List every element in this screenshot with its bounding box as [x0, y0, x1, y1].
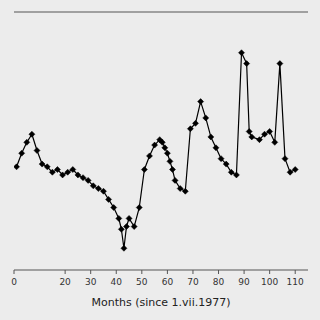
marker [164, 150, 170, 156]
plot-area [14, 50, 298, 252]
marker [262, 131, 268, 137]
marker [244, 61, 250, 67]
marker [121, 245, 127, 251]
marker [131, 224, 137, 230]
marker [182, 188, 188, 194]
x-tick [218, 270, 219, 274]
marker [34, 148, 40, 154]
x-tick [116, 270, 117, 274]
marker [170, 167, 176, 173]
marker [146, 153, 152, 159]
marker [19, 150, 25, 156]
x-tick-label: 0 [11, 277, 17, 287]
marker [123, 224, 129, 230]
marker [256, 137, 262, 143]
chart: 0 20 30 40 50 60 70 80 90 100 110 Months (since 1.v… [0, 0, 320, 320]
marker [167, 158, 173, 164]
x-tick-label: 110 [287, 277, 304, 287]
marker [208, 134, 214, 140]
marker [111, 205, 117, 211]
x-tick-label: 60 [162, 277, 174, 287]
marker [49, 169, 55, 175]
marker [292, 167, 298, 173]
marker [272, 139, 278, 145]
x-tick [167, 270, 168, 274]
x-tick-label: 70 [187, 277, 199, 287]
marker [239, 50, 245, 56]
x-tick-label: 40 [111, 277, 123, 287]
x-tick [244, 270, 245, 274]
x-tick-label: 80 [213, 277, 225, 287]
marker [152, 142, 158, 148]
marker [126, 215, 132, 221]
marker [249, 134, 255, 140]
marker [65, 169, 71, 175]
marker [282, 156, 288, 162]
x-tick-label: 90 [238, 277, 250, 287]
marker [246, 128, 252, 134]
x-tick-label: 100 [261, 277, 278, 287]
background [0, 0, 320, 320]
marker [80, 175, 86, 181]
x-tick [192, 270, 193, 274]
marker [218, 156, 224, 162]
marker [44, 164, 50, 170]
marker [187, 126, 193, 132]
marker [177, 186, 183, 192]
marker [277, 61, 283, 67]
marker [159, 139, 165, 145]
marker [54, 167, 60, 173]
x-tick [90, 270, 91, 274]
marker [118, 226, 124, 232]
marker [193, 120, 199, 126]
marker [223, 161, 229, 167]
marker [100, 188, 106, 194]
marker [287, 169, 293, 175]
x-tick [14, 270, 15, 274]
marker [141, 167, 147, 173]
x-tick [295, 270, 296, 274]
marker [213, 145, 219, 151]
marker [39, 161, 45, 167]
marker [90, 183, 96, 189]
x-tick-label: 30 [85, 277, 97, 287]
marker [24, 139, 30, 145]
x-tick [141, 270, 142, 274]
marker [85, 177, 91, 183]
marker [228, 169, 234, 175]
x-tick [269, 270, 270, 274]
line [17, 53, 296, 249]
x-tick-label: 20 [59, 277, 71, 287]
marker [267, 128, 273, 134]
marker [75, 172, 81, 178]
marker [70, 167, 76, 173]
x-tick-label: 50 [136, 277, 148, 287]
marker [14, 164, 20, 170]
marker [106, 196, 112, 202]
marker [233, 172, 239, 178]
x-tick [65, 270, 66, 274]
x-axis-line [14, 270, 308, 271]
marker [116, 215, 122, 221]
marker [29, 131, 35, 137]
marker [162, 145, 168, 151]
top-border [14, 12, 308, 13]
marker [203, 115, 209, 121]
marker [172, 177, 178, 183]
x-axis-label: Months (since 1.vii.1977) [92, 296, 231, 309]
marker [95, 186, 101, 192]
marker [136, 205, 142, 211]
marker [60, 172, 66, 178]
marker [198, 99, 204, 105]
